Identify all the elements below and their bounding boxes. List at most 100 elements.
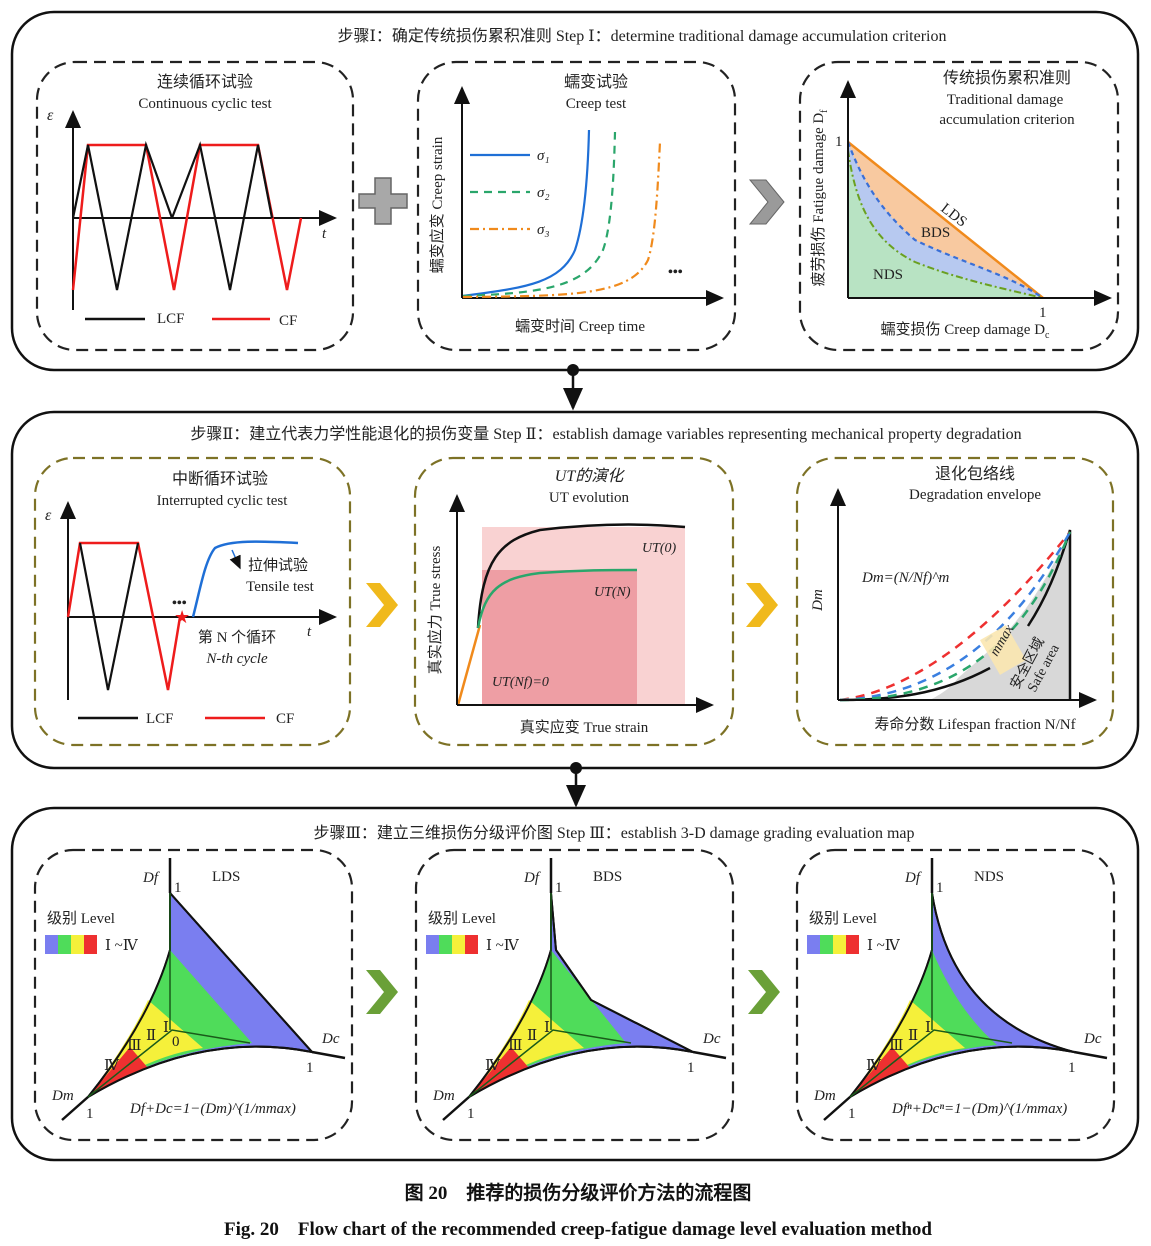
creep-title-en: Creep test: [566, 96, 627, 112]
x-axis-label: t: [307, 624, 312, 640]
inner-axes: [87, 893, 251, 1098]
level-swatch-3: [71, 935, 84, 954]
tensile-label-cn: 拉伸试验: [248, 557, 308, 574]
inner-axes: [849, 893, 1013, 1098]
creep-test-box: 蠕变试验 Creep test 蠕变应变 Creep strain 蠕变时间 C…: [416, 60, 737, 352]
y-tick-1: 1: [835, 134, 843, 150]
level-legend-title: 级别 Level: [428, 910, 496, 927]
step3-panel: 步骤Ⅲ：建立三维损伤分级评价图 Step Ⅲ：establish 3-D dam…: [10, 806, 1140, 1162]
grading-formula: Df+Dc=1−(Dm)^(1/mmax): [129, 1101, 296, 1117]
axes: [823, 858, 1108, 1121]
surface-outline: [468, 892, 694, 1098]
level-4-label: Ⅳ: [866, 1058, 882, 1074]
dm-axis-label: Dm: [432, 1088, 455, 1104]
level-swatch-2: [439, 935, 452, 954]
elastic-line: [456, 624, 482, 706]
dm-tick-1: 1: [467, 1106, 475, 1122]
envelope-title-cn: 退化包络线: [935, 464, 1015, 483]
level-2-label: Ⅱ: [527, 1028, 537, 1044]
level-range-label: Ⅰ ~Ⅳ: [867, 938, 901, 954]
mmax-highlight: [980, 625, 1026, 675]
lcf-waveform: [78, 542, 140, 691]
y-axis-label: Dm: [810, 589, 826, 612]
df-tick-1: 1: [555, 880, 563, 896]
surface-outline: [849, 892, 1075, 1098]
level-swatch-1: [45, 935, 58, 954]
level-4-label: Ⅳ: [485, 1058, 501, 1074]
x-axis-label: 蠕变损伤 Creep damage Dc: [881, 321, 1051, 341]
level-swatch-4: [846, 935, 859, 954]
level-4-label: Ⅳ: [104, 1058, 120, 1074]
lcf-waveform-2: [170, 141, 274, 291]
caption-en: Fig. 20 Flow chart of the recommended cr…: [224, 1219, 932, 1240]
chevron-right-icon: [366, 583, 398, 627]
dc-tick-1: 1: [687, 1060, 695, 1076]
creep-curve-sigma1: [462, 129, 591, 298]
level-swatch-1: [426, 935, 439, 954]
inner-axes: [468, 893, 632, 1098]
map-name-label: LDS: [212, 869, 240, 885]
arrow-icon: [229, 549, 241, 570]
ut-title-en: UT evolution: [549, 490, 630, 506]
level-2-label: Ⅱ: [908, 1028, 918, 1044]
ellipsis: •••: [172, 596, 187, 611]
x-axis-label: 寿命分数 Lifespan fraction N/Nf: [874, 715, 1075, 733]
axes: [61, 858, 346, 1121]
degradation-envelope-box: 退化包络线 Degradation envelope mmax 安全区域 Saf…: [795, 456, 1115, 747]
utn-area: [482, 570, 637, 705]
utnf-label: UT(Nf)=0: [492, 675, 549, 690]
legend-cf: CF: [279, 313, 297, 329]
envelope-title-en: Degradation envelope: [909, 487, 1041, 503]
cycle-label-en: N-th cycle: [205, 651, 268, 667]
level-3-label: Ⅲ: [508, 1038, 522, 1054]
connector-arrow-2: [566, 762, 586, 808]
level-swatch-2: [58, 935, 71, 954]
dm-axis-label: Dm: [813, 1088, 836, 1104]
dc-axis-label: Dc: [321, 1031, 340, 1047]
level-range-label: Ⅰ ~Ⅳ: [105, 938, 139, 954]
level-3-label: Ⅲ: [889, 1038, 903, 1054]
star-icon: ★: [174, 607, 190, 627]
interrupted-cyclic-test-box: 中断循环试验 Interrupted cyclic test ε t ••• ★…: [33, 456, 352, 747]
map-name-label: NDS: [974, 869, 1004, 885]
map-name-label: BDS: [593, 869, 622, 885]
nds-region: [848, 150, 1043, 298]
dc-tick-1: 1: [306, 1060, 314, 1076]
chevron-right-icon: [366, 970, 398, 1014]
df-tick-1: 1: [174, 880, 182, 896]
legend-lcf: LCF: [157, 311, 185, 327]
tensile-curve: [191, 540, 299, 618]
chevron-right-icon: [748, 970, 780, 1014]
criterion-title-en-1: Traditional damage: [947, 92, 1064, 108]
damage-criterion-box: 传统损伤累积准则 Traditional damage accumulation…: [798, 60, 1120, 352]
connector-arrow-1: [563, 364, 583, 411]
legend-lcf: LCF: [146, 711, 174, 727]
dm-axis-label: Dm: [51, 1088, 74, 1104]
level-swatch-1: [807, 935, 820, 954]
curve-blue: [839, 531, 1072, 702]
x-axis-label: 蠕变时间 Creep time: [515, 318, 645, 335]
level-legend-title: 级别 Level: [809, 910, 877, 927]
grading-formula: Dfⁿ+Dcⁿ=1−(Dm)^(1/mmax): [891, 1101, 1067, 1117]
x-axis-label: 真实应变 True strain: [520, 718, 649, 736]
continuous-title-cn: 连续循环试验: [157, 73, 253, 91]
step1-panel: 步骤Ⅰ：确定传统损伤累积准则 Step Ⅰ：determine traditio…: [10, 10, 1140, 372]
dc-tick-1: 1: [1068, 1060, 1076, 1076]
chevron-right-icon: [748, 179, 785, 225]
caption-cn: 图 20 推荐的损伤分级评价方法的流程图: [405, 1181, 752, 1204]
x-axis-label: t: [322, 226, 327, 242]
degradation-formula: Dm=(N/Nf)^m: [861, 570, 949, 586]
step2-title: 步骤Ⅱ：建立代表力学性能退化的损伤变量 Step Ⅱ：establish dam…: [190, 425, 1021, 443]
lds-line: [847, 141, 1044, 299]
nds-label: NDS: [873, 267, 903, 283]
ellipsis: •••: [668, 265, 683, 280]
lcf-waveform: [71, 140, 174, 291]
level-1-label: Ⅰ: [544, 1020, 550, 1036]
safe-area: [930, 530, 1070, 700]
y-axis-label: ε: [45, 507, 52, 524]
creep-title-cn: 蠕变试验: [564, 73, 628, 91]
level-swatch-4: [465, 935, 478, 954]
plus-icon: [358, 177, 408, 225]
df-axis-label: Df: [523, 870, 541, 886]
legend-cf: CF: [276, 711, 294, 727]
